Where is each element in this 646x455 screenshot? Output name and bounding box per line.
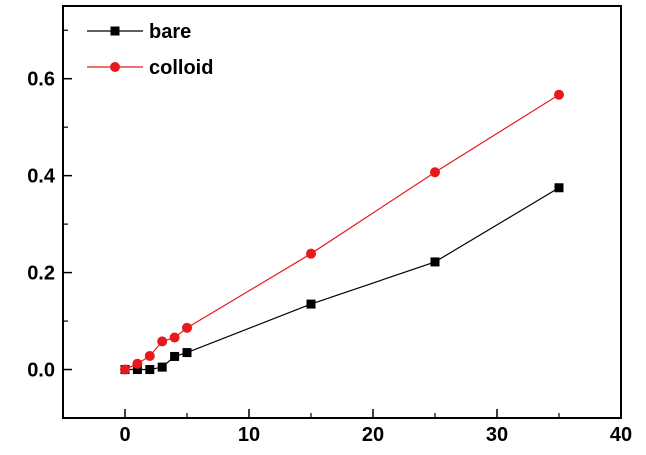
- data-point-colloid: [157, 336, 168, 347]
- data-point-colloid: [430, 167, 440, 178]
- data-point-bare: [157, 362, 167, 372]
- legend-item-colloid: colloid: [87, 57, 213, 79]
- x-tick-label: 30: [486, 424, 508, 446]
- legend-label: bare: [149, 21, 191, 43]
- axis-ticks: 0 10 20 30 40 0.0 0.2 0.4 0.6: [27, 29, 632, 446]
- data-point-colloid: [169, 332, 180, 343]
- legend-swatch-marker: [110, 26, 120, 36]
- x-tick-label: 0: [119, 424, 130, 446]
- x-tick-label: 10: [238, 424, 260, 446]
- data-point-bare: [132, 365, 142, 375]
- legend-item-bare: bare: [87, 21, 191, 43]
- data-point-bare: [182, 348, 192, 358]
- y-tick-label: 0.2: [27, 263, 55, 285]
- data-point-bare: [306, 299, 316, 309]
- data-point-colloid: [554, 89, 564, 100]
- data-point-colloid: [132, 358, 143, 369]
- x-tick-label: 40: [610, 424, 632, 446]
- legend-label: colloid: [149, 57, 213, 79]
- series-layer: [120, 89, 564, 375]
- series-line-bare: [125, 187, 560, 371]
- data-point-bare: [554, 183, 564, 193]
- legend: bare colloid: [87, 21, 213, 79]
- y-tick-label: 0.0: [27, 360, 55, 382]
- y-tick-label: 0.6: [27, 69, 55, 91]
- data-point-colloid: [144, 350, 155, 361]
- data-point-bare: [430, 257, 440, 267]
- legend-swatch-marker: [110, 62, 120, 72]
- data-point-bare: [145, 365, 155, 375]
- data-point-bare: [170, 351, 180, 361]
- series-bare: [120, 183, 564, 375]
- data-point-colloid: [182, 322, 192, 333]
- data-point-colloid: [120, 364, 130, 375]
- plot-frame: [62, 5, 622, 419]
- series-colloid: [120, 89, 564, 375]
- y-tick-label: 0.4: [27, 166, 56, 188]
- data-point-colloid: [306, 248, 316, 259]
- x-tick-label: 20: [362, 424, 384, 446]
